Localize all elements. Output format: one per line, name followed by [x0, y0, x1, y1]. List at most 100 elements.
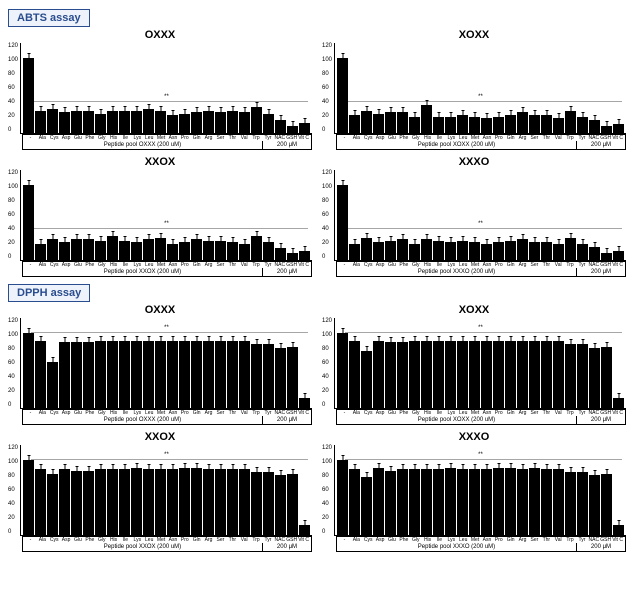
bar — [35, 111, 46, 134]
bar — [481, 469, 492, 535]
error-bar — [570, 233, 571, 238]
error-bar — [232, 237, 233, 242]
bar — [589, 348, 600, 408]
error-bar — [546, 110, 547, 115]
error-bar — [220, 236, 221, 241]
bar — [239, 469, 250, 535]
error-bar — [280, 243, 281, 248]
error-bar — [414, 464, 415, 469]
error-bar — [558, 239, 559, 244]
x-axis: -AlaCysAspGluPheGlyHisIleLysLeuMetAsnPro… — [336, 134, 626, 141]
plot-area: ** — [334, 445, 626, 536]
bar — [227, 341, 238, 409]
x-label-main: Peptide pool XXXO (200 uM) — [337, 543, 577, 551]
error-bar — [244, 464, 245, 469]
bar — [23, 460, 34, 535]
x-label-main: Peptide pool XXOX (200 uM) — [23, 268, 263, 276]
plot-wrap: 020406080100120** — [8, 318, 312, 409]
y-tick: 120 — [322, 170, 332, 176]
y-tick: 60 — [8, 487, 18, 493]
bar — [601, 253, 612, 261]
bar — [215, 469, 226, 535]
y-tick: 0 — [8, 529, 18, 535]
error-bar — [558, 336, 559, 341]
significance-line — [31, 228, 308, 229]
error-bar — [522, 234, 523, 239]
bar — [251, 344, 262, 409]
error-bar — [40, 106, 41, 111]
bar — [95, 114, 106, 133]
bar — [337, 185, 348, 260]
y-tick: 100 — [8, 459, 18, 465]
error-bar — [244, 336, 245, 341]
error-bar — [88, 106, 89, 111]
bar — [397, 342, 408, 408]
bar — [337, 333, 348, 408]
x-axis: -AlaCysAspGluPheGlyHisIleLysLeuMetAsnPro… — [336, 536, 626, 543]
error-bar — [498, 112, 499, 117]
y-tick: 120 — [322, 43, 332, 49]
y-tick: 80 — [322, 71, 332, 77]
figure-root: ABTS assayOXXX020406080100120**-AlaCysAs… — [8, 8, 626, 552]
error-bar — [462, 110, 463, 115]
bar — [107, 111, 118, 134]
y-tick: 40 — [8, 374, 18, 380]
significance-label: ** — [164, 221, 169, 227]
error-bar — [534, 463, 535, 468]
error-bar — [510, 336, 511, 341]
chart-grid: OXXX020406080100120**-AlaCysAspGluPheGly… — [8, 304, 626, 552]
bar — [131, 242, 142, 260]
error-bar — [76, 106, 77, 111]
significance-line — [31, 101, 308, 102]
bar — [421, 341, 432, 409]
bar — [215, 341, 226, 409]
error-bar — [474, 336, 475, 341]
bar — [287, 474, 298, 536]
error-bar — [546, 336, 547, 341]
y-tick: 80 — [8, 473, 18, 479]
bar — [589, 120, 600, 134]
bar — [577, 244, 588, 261]
y-tick: 120 — [8, 445, 18, 451]
bar — [529, 242, 540, 260]
bar — [397, 112, 408, 133]
bar — [517, 112, 528, 133]
bar — [155, 238, 166, 261]
y-tick: 100 — [8, 332, 18, 338]
bar — [445, 117, 456, 134]
error-bar — [402, 107, 403, 112]
error-bar — [354, 239, 355, 244]
error-bar — [100, 109, 101, 114]
error-bar — [112, 106, 113, 111]
bar — [23, 185, 34, 260]
bar — [299, 398, 310, 409]
y-tick: 80 — [322, 346, 332, 352]
y-tick: 80 — [322, 473, 332, 479]
bar — [613, 124, 624, 133]
bar — [517, 239, 528, 260]
bar — [71, 239, 82, 260]
y-tick: 0 — [322, 402, 332, 408]
plot-area: ** — [334, 318, 626, 409]
error-bar — [268, 467, 269, 472]
chart-title: OXXX — [8, 29, 312, 41]
bar — [529, 115, 540, 133]
bar — [191, 468, 202, 536]
bar — [373, 341, 384, 409]
bar — [433, 117, 444, 134]
chart-grid: OXXX020406080100120**-AlaCysAspGluPheGly… — [8, 29, 626, 277]
error-bar — [594, 115, 595, 120]
significance-label: ** — [478, 325, 483, 331]
error-bar — [232, 336, 233, 341]
error-bar — [28, 328, 29, 333]
bar — [155, 469, 166, 535]
error-bar — [558, 464, 559, 469]
error-bar — [342, 180, 343, 185]
bar — [565, 111, 576, 134]
x-label-right: 200 μM — [577, 416, 625, 424]
error-bar — [136, 463, 137, 468]
error-bar — [438, 464, 439, 469]
bar — [251, 472, 262, 535]
bar — [445, 341, 456, 409]
bar — [71, 342, 82, 408]
